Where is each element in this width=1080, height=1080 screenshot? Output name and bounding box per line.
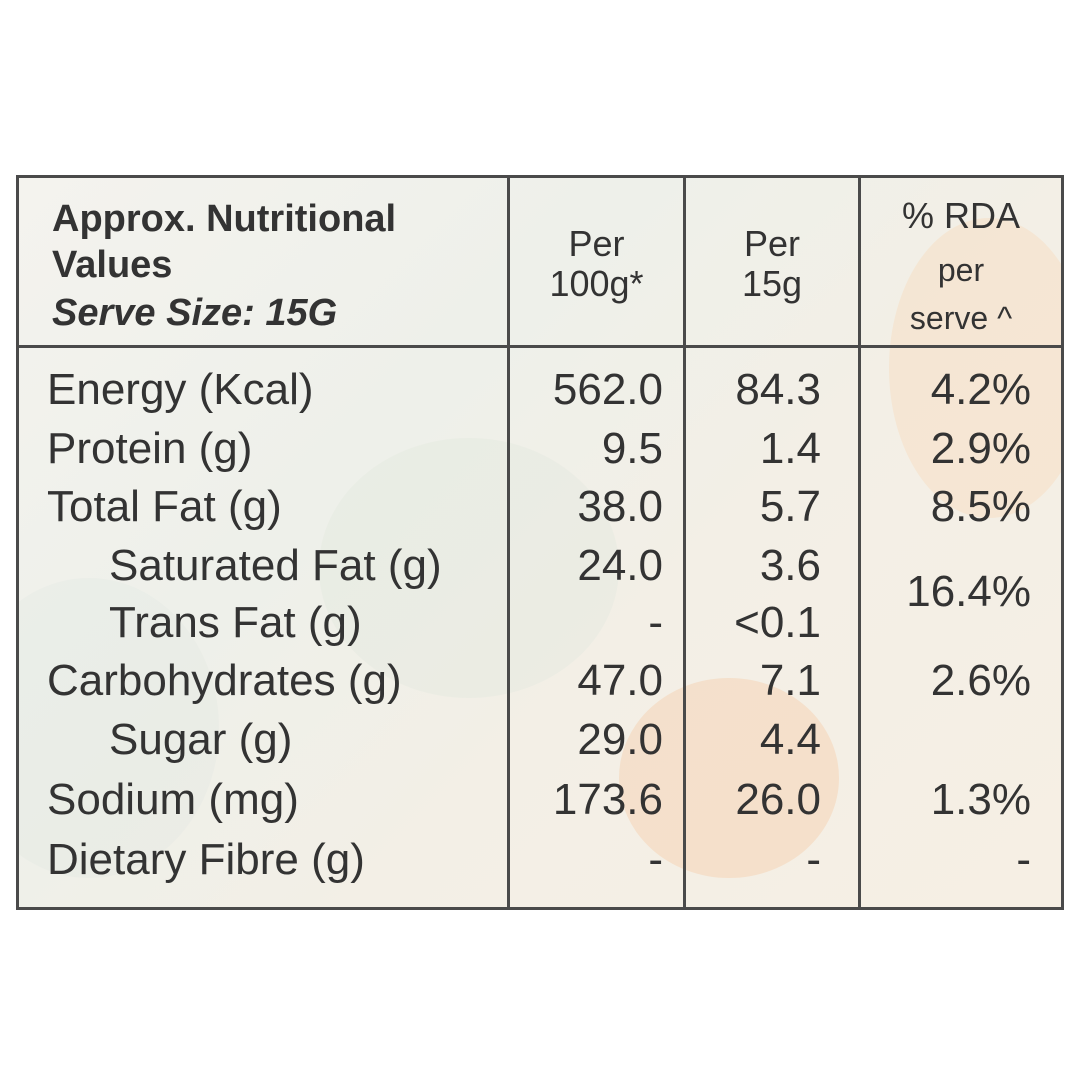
header-divider: [19, 345, 1061, 348]
table-title-line1: Approx. Nutritional: [52, 198, 397, 240]
row-label-energy: Energy (Kcal): [47, 365, 314, 414]
col-per15-header-line1: Per: [743, 223, 801, 264]
row-value-per100-sodium: 173.6: [552, 775, 663, 824]
row-label-sodium: Sodium (mg): [47, 775, 299, 824]
row-label-trans-fat: Trans Fat (g): [109, 598, 362, 647]
row-value-rda-protein: 2.9%: [930, 424, 1031, 473]
row-value-per100-saturated-fat: 24.0: [577, 541, 663, 590]
row-label-sugar: Sugar (g): [109, 715, 293, 764]
table-title-line2: Values: [52, 244, 173, 286]
row-value-per15-dietary-fibre: -: [806, 835, 821, 884]
row-value-per15-sugar: 4.4: [759, 715, 821, 764]
row-value-per15-total-fat: 5.7: [759, 482, 821, 531]
col-rda-header-line2: per: [937, 252, 985, 288]
row-value-rda-total-fat: 8.5%: [930, 482, 1031, 531]
row-value-per100-carbohydrates: 47.0: [577, 656, 663, 705]
background-illustration-4: [19, 578, 219, 878]
row-value-per15-saturated-fat: 3.6: [759, 541, 821, 590]
col-per100-header-line1: Per: [568, 223, 625, 264]
row-value-rda-sodium: 1.3%: [930, 775, 1031, 824]
col-divider-3: [858, 178, 861, 907]
col-rda-header-line3: serve ^: [909, 300, 1013, 336]
col-divider-1: [507, 178, 510, 907]
row-label-total-fat: Total Fat (g): [47, 482, 282, 531]
row-label-dietary-fibre: Dietary Fibre (g): [47, 835, 365, 884]
row-value-per100-dietary-fibre: -: [648, 835, 663, 884]
background-illustration-3: [319, 438, 619, 698]
serve-size: Serve Size: 15G: [52, 292, 338, 334]
row-label-protein: Protein (g): [47, 424, 253, 473]
row-value-per100-protein: 9.5: [601, 424, 663, 473]
background-illustration-2: [889, 218, 1061, 518]
row-value-rda-energy: 4.2%: [930, 365, 1031, 414]
nutrition-table: Approx. Nutritional Values Serve Size: 1…: [16, 175, 1064, 910]
row-label-saturated-fat: Saturated Fat (g): [109, 541, 442, 590]
row-value-per15-protein: 1.4: [759, 424, 821, 473]
row-value-rda-fats-merged: 16.4%: [906, 567, 1031, 616]
row-value-per15-carbohydrates: 7.1: [759, 656, 821, 705]
row-value-per15-sodium: 26.0: [735, 775, 821, 824]
row-value-per100-total-fat: 38.0: [577, 482, 663, 531]
col-rda-header-line1: % RDA: [901, 195, 1021, 236]
row-value-per100-sugar: 29.0: [577, 715, 663, 764]
col-divider-2: [683, 178, 686, 907]
col-per15-header-line2: 15g: [741, 263, 803, 304]
row-value-rda-dietary-fibre: -: [1016, 835, 1031, 884]
row-value-per15-trans-fat: <0.1: [734, 598, 821, 647]
row-value-rda-carbohydrates: 2.6%: [930, 656, 1031, 705]
col-per100-header-line2: 100g*: [549, 263, 644, 304]
row-label-carbohydrates: Carbohydrates (g): [47, 656, 402, 705]
background-illustration: [619, 678, 839, 878]
row-value-per100-energy: 562.0: [552, 365, 663, 414]
row-value-per15-energy: 84.3: [735, 365, 821, 414]
row-value-per100-trans-fat: -: [648, 598, 663, 647]
